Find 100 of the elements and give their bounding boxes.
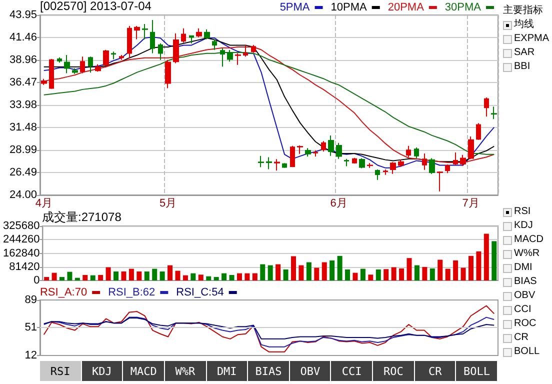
candlestick <box>127 26 132 59</box>
text: OBV <box>514 289 536 303</box>
candlestick <box>429 158 435 174</box>
text: MACD <box>514 233 544 247</box>
candlestick <box>336 142 342 160</box>
candlestick <box>103 49 109 66</box>
bar <box>430 268 435 280</box>
x-tick-label: 4月 <box>35 198 52 210</box>
text: ROC <box>373 361 415 381</box>
candlestick <box>220 48 225 68</box>
candlestick <box>422 152 427 170</box>
bar <box>384 269 389 280</box>
y-tick-label: 162840 <box>2 247 40 260</box>
x-tick-label: 7月 <box>462 198 480 210</box>
text: MACD <box>123 361 165 381</box>
candlestick <box>196 28 202 38</box>
bar <box>391 267 396 280</box>
candlestick <box>72 68 78 74</box>
y-tick-label: 33.98 <box>9 98 37 111</box>
candlestick <box>305 148 311 157</box>
text: W%R <box>514 247 540 261</box>
candlestick <box>484 97 489 118</box>
candlestick <box>49 58 54 90</box>
candlestick <box>290 145 295 168</box>
bar <box>322 262 327 280</box>
text: DMI <box>206 361 248 381</box>
candlestick <box>468 136 474 160</box>
candlestick <box>204 28 210 40</box>
candlestick <box>437 171 443 192</box>
y-tick-label: 51 <box>24 321 37 334</box>
candlestick <box>181 28 186 44</box>
bar <box>44 276 50 280</box>
bar <box>492 241 497 280</box>
text: CR <box>514 331 528 345</box>
text: W%R <box>164 361 207 381</box>
bar <box>468 256 474 280</box>
candlestick <box>111 51 116 60</box>
legend-label: RSI_A:70 <box>40 286 88 298</box>
bar <box>60 276 64 280</box>
candlestick <box>352 157 357 164</box>
bar <box>198 274 204 280</box>
bar <box>67 272 72 280</box>
y-tick-label: 81420 <box>9 260 40 273</box>
bar <box>252 273 258 280</box>
candlestick <box>375 169 380 180</box>
legend-label: RSI_C:54 <box>176 286 224 298</box>
candlestick <box>57 56 62 64</box>
bar <box>214 276 219 280</box>
bar <box>406 258 412 280</box>
candlestick <box>390 162 396 174</box>
x-tick-label: 6月 <box>330 198 348 210</box>
bar <box>268 265 273 280</box>
bar <box>152 268 158 280</box>
bar <box>260 264 266 280</box>
candlestick <box>251 44 256 54</box>
bar <box>314 268 320 280</box>
bar <box>90 275 96 280</box>
candlestick <box>453 152 458 166</box>
candlestick <box>173 32 179 64</box>
text: 主要指标 <box>503 4 543 18</box>
candlestick <box>212 38 217 50</box>
candlestick <box>445 164 450 174</box>
candlestick <box>41 78 47 86</box>
bar <box>98 274 104 280</box>
bar <box>128 268 134 280</box>
y-tick-label: 26.49 <box>9 166 37 179</box>
y-tick-label: 12 <box>24 350 37 362</box>
text: KDJ <box>514 219 533 233</box>
candlestick <box>398 159 404 168</box>
legend-label: RSI_B:62 <box>108 286 156 298</box>
bar <box>74 278 80 280</box>
candlestick <box>476 122 481 140</box>
bar <box>368 274 374 280</box>
candlestick <box>321 140 326 152</box>
bar <box>352 272 358 280</box>
bar <box>182 275 188 280</box>
text: BIAS <box>514 275 537 289</box>
text: SAR <box>514 46 535 60</box>
candlestick <box>258 155 264 168</box>
y-tick-label: 24.00 <box>9 189 37 201</box>
candlestick <box>95 64 101 72</box>
candlestick <box>150 19 155 54</box>
text: CCI <box>331 361 374 381</box>
text: 均线 <box>514 18 534 32</box>
bar <box>422 266 428 280</box>
legend-label: 20PMA <box>388 2 425 14</box>
bar <box>106 267 111 280</box>
x-tick-label: 5月 <box>160 198 177 210</box>
text: DMI <box>514 261 532 275</box>
y-tick-label: 41.46 <box>9 31 37 44</box>
candlestick <box>359 158 365 169</box>
text: OBV <box>290 361 332 381</box>
bar <box>244 273 250 280</box>
candlestick <box>282 162 287 168</box>
bar <box>168 265 173 280</box>
bar <box>82 274 88 280</box>
bar <box>175 270 180 280</box>
bar <box>229 274 234 280</box>
candlestick <box>313 150 318 157</box>
candlestick <box>297 144 303 154</box>
